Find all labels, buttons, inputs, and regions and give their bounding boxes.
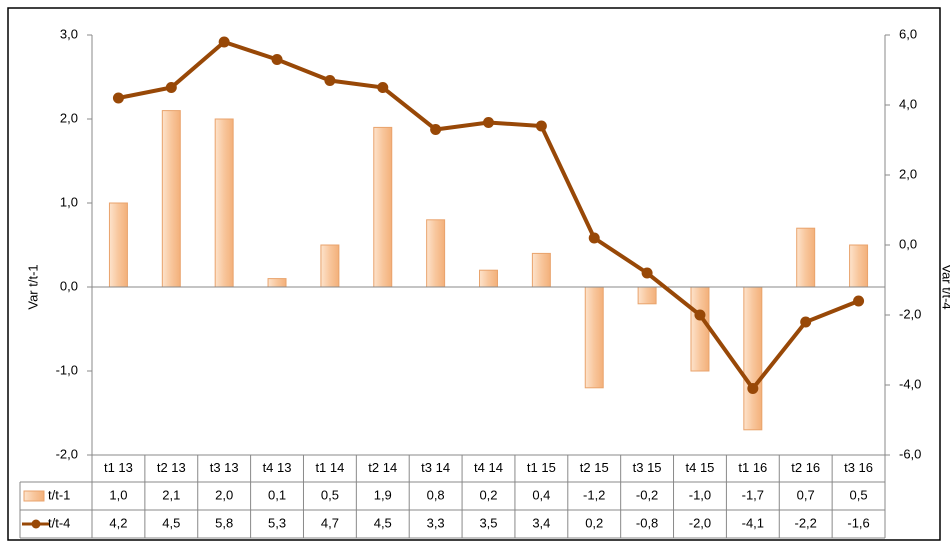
table-value: 0,2 (585, 515, 603, 530)
y2-tick-label: 6,0 (899, 26, 917, 41)
marker (800, 316, 812, 328)
bar (373, 126, 393, 288)
y-tick-label: -2,0 (56, 446, 78, 461)
table-value: -0,8 (636, 515, 658, 530)
y2-tick-label: -6,0 (899, 446, 921, 461)
bar (426, 219, 446, 288)
marker (218, 36, 230, 48)
y2-tick-label: -4,0 (899, 376, 921, 391)
table-value: 3,4 (532, 515, 550, 530)
x-tick-label: t3 15 (633, 460, 662, 475)
marker (694, 309, 706, 321)
table-value: 4,5 (162, 515, 180, 530)
legend-key (31, 519, 41, 529)
x-tick-label: t3 16 (844, 460, 873, 475)
table-value: 5,8 (215, 515, 233, 530)
table-value: 2,1 (162, 487, 180, 502)
marker (112, 92, 124, 104)
y2-tick-label: 2,0 (899, 166, 917, 181)
y2-tick-label: 4,0 (899, 96, 917, 111)
y2-axis-label: Var t/t-4 (940, 264, 950, 309)
bar (584, 286, 604, 389)
x-tick-label: t1 13 (104, 460, 133, 475)
table-value: 0,5 (321, 487, 339, 502)
x-tick-label: t4 13 (263, 460, 292, 475)
table-value: 0,7 (797, 487, 815, 502)
x-tick-label: t2 13 (157, 460, 186, 475)
marker (165, 82, 177, 93)
table-value: 3,5 (479, 515, 497, 530)
legend-label: t/t-1 (48, 487, 70, 502)
y2-tick-label: 0,0 (899, 236, 917, 251)
x-tick-label: t2 15 (580, 460, 609, 475)
table-value: -4,1 (742, 515, 764, 530)
marker (641, 267, 653, 279)
x-tick-label: t1 14 (315, 460, 344, 475)
x-tick-label: t1 15 (527, 460, 556, 475)
bar (214, 118, 234, 288)
table-value: 1,9 (374, 487, 392, 502)
bar (479, 269, 498, 288)
x-tick-label: t1 16 (738, 460, 767, 475)
bar (796, 227, 816, 288)
x-tick-label: t4 14 (474, 460, 503, 475)
y-tick-label: 2,0 (60, 110, 78, 125)
marker (483, 117, 494, 128)
legend-label: t/t-4 (48, 515, 70, 530)
bar (743, 286, 763, 431)
bar (267, 278, 287, 288)
y-axis-label: Var t/t-1 (25, 264, 40, 309)
table-value: 3,3 (427, 515, 445, 530)
table-value: 2,0 (215, 487, 233, 502)
table-value: -1,0 (689, 487, 711, 502)
table-value: 0,4 (532, 487, 550, 502)
marker (377, 82, 389, 93)
table-value: 0,2 (479, 487, 497, 502)
y-tick-label: -1,0 (56, 362, 78, 377)
marker (324, 75, 336, 86)
marker (271, 54, 283, 65)
x-tick-label: t3 13 (210, 460, 239, 475)
bar (320, 244, 340, 288)
bar (849, 244, 869, 288)
bar (690, 286, 710, 372)
table-value: -2,2 (794, 515, 816, 530)
y2-tick-label: -2,0 (899, 306, 921, 321)
x-tick-label: t2 16 (791, 460, 820, 475)
marker (535, 120, 547, 132)
bar (531, 252, 551, 288)
table-value: 0,5 (850, 487, 868, 502)
x-tick-label: t3 14 (421, 460, 450, 475)
table-value: 0,1 (268, 487, 286, 502)
marker (747, 383, 759, 394)
marker (430, 124, 442, 135)
table-value: -2,0 (689, 515, 711, 530)
table-value: 4,2 (109, 515, 127, 530)
bar (108, 202, 128, 288)
y-tick-label: 0,0 (60, 278, 78, 293)
x-tick-label: t4 15 (686, 460, 715, 475)
table-value: -0,2 (636, 487, 658, 502)
bar (637, 286, 657, 305)
table-value: 5,3 (268, 515, 286, 530)
table-value: 1,0 (109, 487, 127, 502)
table-value: 0,8 (427, 487, 445, 502)
table-value: 4,5 (374, 515, 392, 530)
y-tick-label: 1,0 (60, 194, 78, 209)
table-value: -1,6 (847, 515, 869, 530)
legend-key (23, 490, 45, 502)
table-value: 4,7 (321, 515, 339, 530)
table-value: -1,7 (742, 487, 764, 502)
table-value: -1,2 (583, 487, 605, 502)
marker (588, 232, 600, 244)
x-tick-label: t2 14 (368, 460, 397, 475)
chart-border (7, 7, 941, 541)
bar (161, 110, 181, 288)
marker (853, 295, 865, 307)
y-tick-label: 3,0 (60, 26, 78, 41)
